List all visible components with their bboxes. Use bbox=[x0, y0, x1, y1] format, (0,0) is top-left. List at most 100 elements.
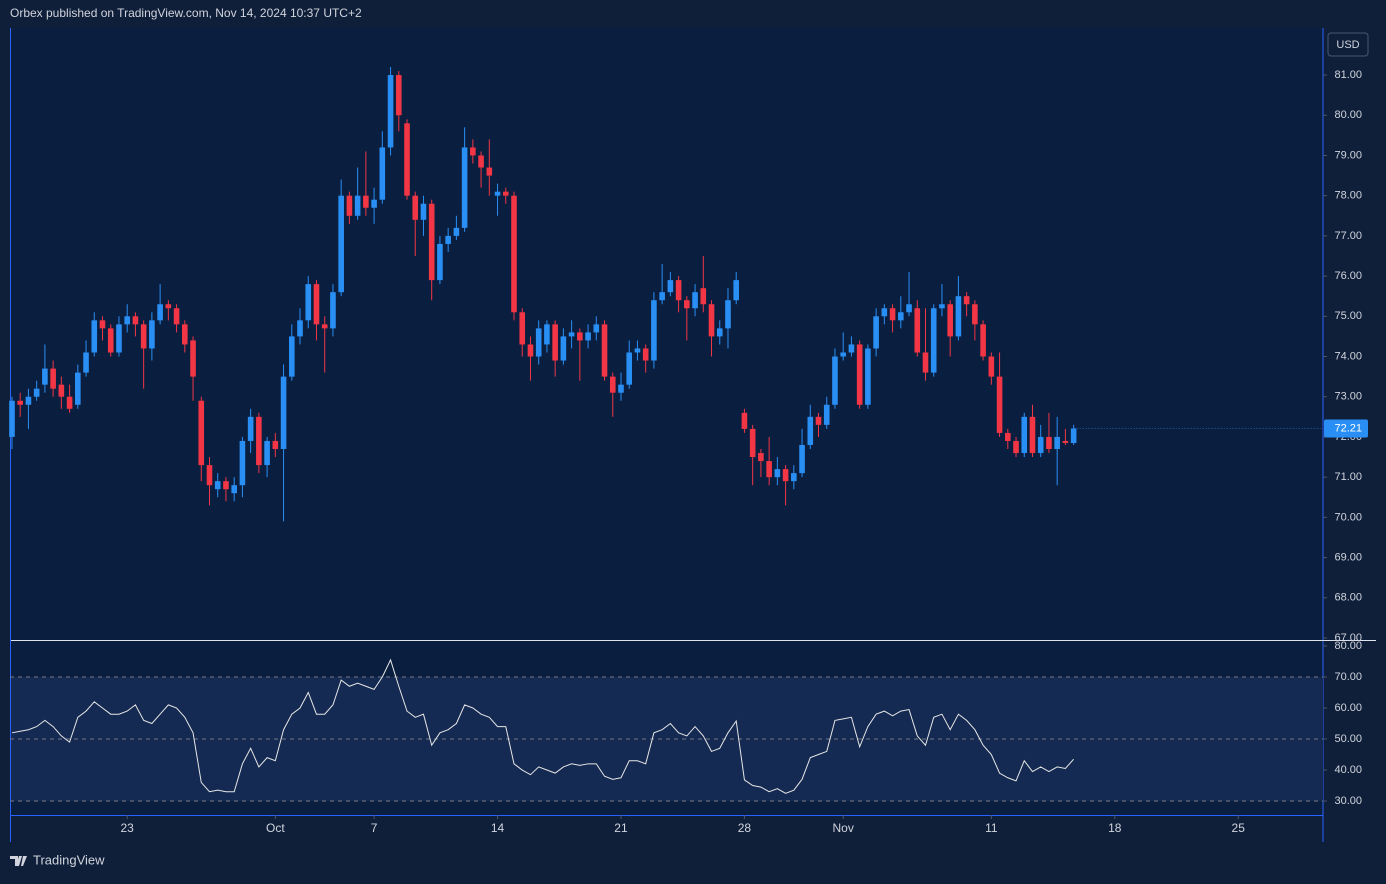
candle-body bbox=[560, 336, 567, 361]
candle-body bbox=[50, 368, 56, 389]
candle-body bbox=[799, 444, 805, 474]
candle-body bbox=[675, 280, 682, 301]
candle-body bbox=[815, 416, 822, 425]
candle-body bbox=[980, 324, 986, 357]
y-tick-label: 77.00 bbox=[1334, 230, 1362, 242]
y-tick-label: 50.00 bbox=[1334, 733, 1362, 745]
y-tick-label: 60.00 bbox=[1334, 702, 1362, 714]
candle-body bbox=[642, 348, 649, 361]
y-tick-label: 40.00 bbox=[1334, 764, 1362, 776]
candle-body bbox=[173, 308, 180, 325]
candle-body bbox=[955, 296, 962, 337]
y-tick-label: 80.00 bbox=[1334, 640, 1362, 652]
currency-badge[interactable] bbox=[1327, 32, 1369, 57]
candle-body bbox=[585, 332, 591, 341]
candle-body bbox=[140, 324, 147, 349]
brand-logo bbox=[10, 856, 27, 866]
candle-body bbox=[535, 328, 542, 357]
candle-body bbox=[667, 280, 674, 293]
x-tick-label: 11 bbox=[985, 821, 998, 835]
candle-body bbox=[609, 376, 616, 393]
y-tick-label: 76.00 bbox=[1334, 270, 1362, 282]
y-tick-label: 78.00 bbox=[1334, 190, 1362, 202]
candle-body bbox=[75, 372, 81, 405]
y-tick-label: 80.00 bbox=[1334, 109, 1362, 121]
candle-body bbox=[774, 469, 781, 478]
x-tick-label: 23 bbox=[121, 821, 135, 835]
candle-body bbox=[1062, 440, 1069, 443]
candle-body bbox=[371, 199, 377, 208]
candle-body bbox=[428, 203, 435, 281]
x-tick-label: 21 bbox=[614, 821, 628, 835]
candle-body bbox=[190, 340, 196, 377]
candle-body bbox=[1029, 416, 1036, 454]
candle-body bbox=[461, 147, 468, 228]
candle-body bbox=[198, 400, 205, 466]
candle-body bbox=[346, 195, 353, 216]
candle-body bbox=[856, 344, 863, 405]
candle-body bbox=[511, 195, 517, 313]
x-tick-label: 28 bbox=[738, 821, 752, 835]
candle-body bbox=[782, 469, 789, 482]
candle-body bbox=[733, 280, 740, 301]
candle-body bbox=[930, 308, 937, 373]
candle-body bbox=[1013, 440, 1019, 454]
candle-body bbox=[214, 481, 221, 490]
candle-body bbox=[749, 428, 756, 458]
candle-body bbox=[321, 324, 328, 329]
candle-body bbox=[618, 384, 624, 393]
candle-body bbox=[58, 384, 65, 397]
candle-body bbox=[502, 191, 509, 196]
last-price-label: 72.21 bbox=[1334, 422, 1362, 434]
candle-body bbox=[684, 300, 690, 309]
candle-body bbox=[1037, 436, 1044, 454]
candle-body bbox=[437, 243, 443, 281]
candle-body bbox=[568, 332, 575, 337]
candle-body bbox=[593, 324, 600, 333]
header: Orbex published on TradingView.com, Nov … bbox=[10, 6, 362, 20]
x-tick-label: 18 bbox=[1108, 821, 1122, 835]
candle-body bbox=[297, 320, 303, 337]
candle-body bbox=[239, 440, 246, 486]
candle-body bbox=[395, 75, 402, 116]
candle-body bbox=[404, 123, 410, 196]
candle-body bbox=[840, 352, 846, 357]
candle-body bbox=[577, 332, 583, 341]
candle-body bbox=[486, 167, 493, 176]
y-tick-label: 74.00 bbox=[1334, 350, 1362, 362]
candle-body bbox=[280, 376, 287, 450]
y-tick-label: 30.00 bbox=[1334, 795, 1362, 807]
last-price-badge bbox=[1324, 419, 1368, 438]
x-tick-label: 25 bbox=[1232, 821, 1246, 835]
candle-body bbox=[791, 473, 797, 482]
candle-body bbox=[132, 316, 139, 325]
candle-body bbox=[157, 304, 163, 321]
candle-body bbox=[889, 308, 896, 321]
candle-body bbox=[741, 412, 748, 429]
candle-body bbox=[272, 440, 279, 450]
candle-body bbox=[288, 336, 295, 377]
candle-body bbox=[412, 195, 419, 220]
candle-body bbox=[379, 147, 386, 200]
candle-body bbox=[519, 312, 526, 345]
candle-body bbox=[766, 461, 772, 478]
candle-body bbox=[823, 404, 830, 425]
candle-body bbox=[354, 195, 361, 216]
y-tick-label: 73.00 bbox=[1334, 391, 1362, 403]
candle-body bbox=[231, 485, 237, 494]
candle-body bbox=[659, 292, 665, 301]
candle-body bbox=[330, 292, 336, 329]
candle-body bbox=[832, 356, 838, 405]
candle-body bbox=[494, 191, 501, 196]
candle-body bbox=[470, 147, 476, 156]
candle-body bbox=[1004, 432, 1011, 441]
y-tick-label: 68.00 bbox=[1334, 592, 1362, 604]
candle-body bbox=[939, 304, 945, 309]
candle-body bbox=[700, 288, 707, 305]
candle-body bbox=[83, 352, 89, 373]
rsi-line bbox=[11, 658, 1075, 794]
candle-body bbox=[264, 440, 270, 466]
candle-body bbox=[634, 348, 641, 353]
candle-body bbox=[33, 388, 40, 397]
